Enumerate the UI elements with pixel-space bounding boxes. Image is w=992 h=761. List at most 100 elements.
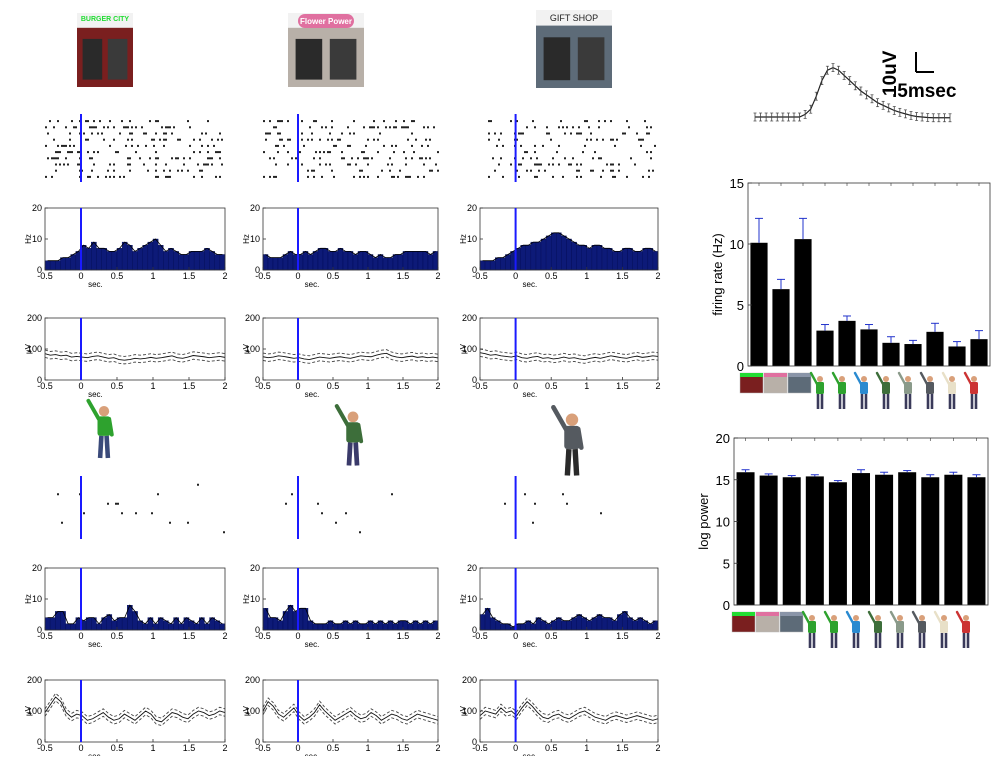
y-tick-label: 0: [37, 737, 42, 747]
store-mini-sign: [788, 373, 811, 377]
spike-mark: [89, 175, 91, 178]
spike-mark: [219, 157, 221, 160]
x-tick-label: 2: [435, 631, 440, 641]
spike-mark: [59, 151, 61, 154]
person-mini-torso: [838, 382, 846, 394]
y-tick-label: 10: [250, 594, 260, 604]
spike-mark: [57, 493, 59, 496]
spike-mark: [143, 163, 145, 166]
spike-mark: [377, 126, 379, 129]
psth-bar: [65, 257, 71, 271]
spike-mark: [433, 126, 435, 129]
y-tick-label: 100: [245, 706, 260, 716]
spike-mark: [636, 132, 638, 135]
spike-mark: [431, 169, 433, 172]
spike-mark: [277, 120, 279, 123]
spike-mark: [301, 138, 303, 141]
psth-bar: [267, 257, 274, 271]
spike-mark: [155, 163, 157, 166]
spike-mark: [269, 132, 271, 135]
spike-mark: [654, 144, 656, 147]
spike-mark: [167, 175, 169, 178]
spike-mark: [498, 163, 500, 166]
x-tick-label: 1: [584, 743, 589, 753]
psth-bar: [327, 251, 334, 271]
lfp-mean-line: [262, 700, 439, 721]
x-tick-label: -0.5: [255, 381, 271, 391]
psth-bar: [209, 251, 215, 271]
summary-bar: [805, 476, 824, 605]
psth-bar: [382, 257, 389, 271]
person-mini-arm: [801, 610, 811, 625]
person-mini-thumb: [875, 371, 890, 409]
spike-mark: [355, 163, 357, 166]
store-mini-sign: [740, 373, 763, 377]
spike-mark: [600, 175, 602, 178]
spike-mark: [189, 126, 191, 129]
spike-mark: [89, 126, 91, 129]
x-tick-label: -0.5: [472, 743, 488, 753]
spike-mark: [123, 126, 125, 129]
spike-mark: [165, 163, 167, 166]
spike-mark: [534, 126, 536, 129]
spike-mark: [313, 120, 315, 123]
spike-mark: [193, 175, 195, 178]
spike-mark: [590, 169, 592, 172]
spike-mark: [562, 126, 564, 129]
spike-mark: [385, 126, 387, 129]
spike-mark: [197, 483, 199, 486]
store-sign-text: BURGER CITY: [81, 16, 130, 23]
spike-mark: [303, 144, 305, 147]
person-mini-thumb: [853, 371, 868, 409]
x-tick-label: 1.5: [616, 271, 629, 281]
y-tick-label: 10: [250, 234, 260, 244]
x-tick-label: 1: [150, 381, 155, 391]
spike-mark: [359, 169, 361, 172]
spike-mark: [285, 502, 287, 505]
spike-mark: [492, 157, 494, 160]
psth-bar: [183, 254, 190, 271]
x-tick-label: 1: [365, 631, 370, 641]
spike-mark: [411, 120, 413, 123]
psth-bar: [362, 623, 369, 631]
psth-bar: [505, 254, 511, 271]
lfp-mean-line: [479, 701, 659, 721]
spike-mark: [163, 144, 165, 147]
spike-mark: [65, 157, 67, 160]
y-axis-label: µV: [459, 343, 468, 354]
spike-mark: [331, 126, 333, 129]
spike-mark: [89, 157, 91, 160]
spike-mark: [437, 169, 439, 172]
spike-mark: [566, 126, 568, 129]
psth-outline: [482, 607, 656, 628]
y-tick-label: 5: [737, 298, 744, 313]
spike-mark: [53, 157, 55, 160]
spike-mark: [596, 138, 598, 141]
spike-mark: [107, 502, 109, 505]
summary-bar: [904, 344, 922, 366]
spike-mark: [399, 169, 401, 172]
x-tick-label: 0: [513, 381, 518, 391]
spike-mark: [363, 157, 365, 160]
spike-mark: [407, 138, 409, 141]
x-tick-label: 1.5: [397, 381, 410, 391]
spike-mark: [55, 163, 57, 166]
spike-mark: [211, 157, 213, 160]
spike-mark: [345, 512, 347, 515]
spike-mark: [349, 132, 351, 135]
spike-mark: [373, 138, 375, 141]
x-tick-label: 1.5: [616, 381, 629, 391]
psth-bar: [571, 241, 577, 271]
store-sign-text: Flower Power: [300, 17, 352, 26]
x-tick-label: -0.5: [37, 743, 53, 753]
spike-mark: [423, 126, 425, 129]
spike-mark: [640, 138, 642, 141]
person-mini-thumb: [801, 610, 816, 648]
x-tick-label: 0: [295, 631, 300, 641]
x-tick-label: 0.5: [545, 631, 558, 641]
spike-mark: [494, 132, 496, 135]
psth-bar: [652, 251, 659, 271]
spike-mark: [536, 163, 538, 166]
spike-mark: [103, 138, 105, 141]
psth-bar: [178, 623, 185, 631]
